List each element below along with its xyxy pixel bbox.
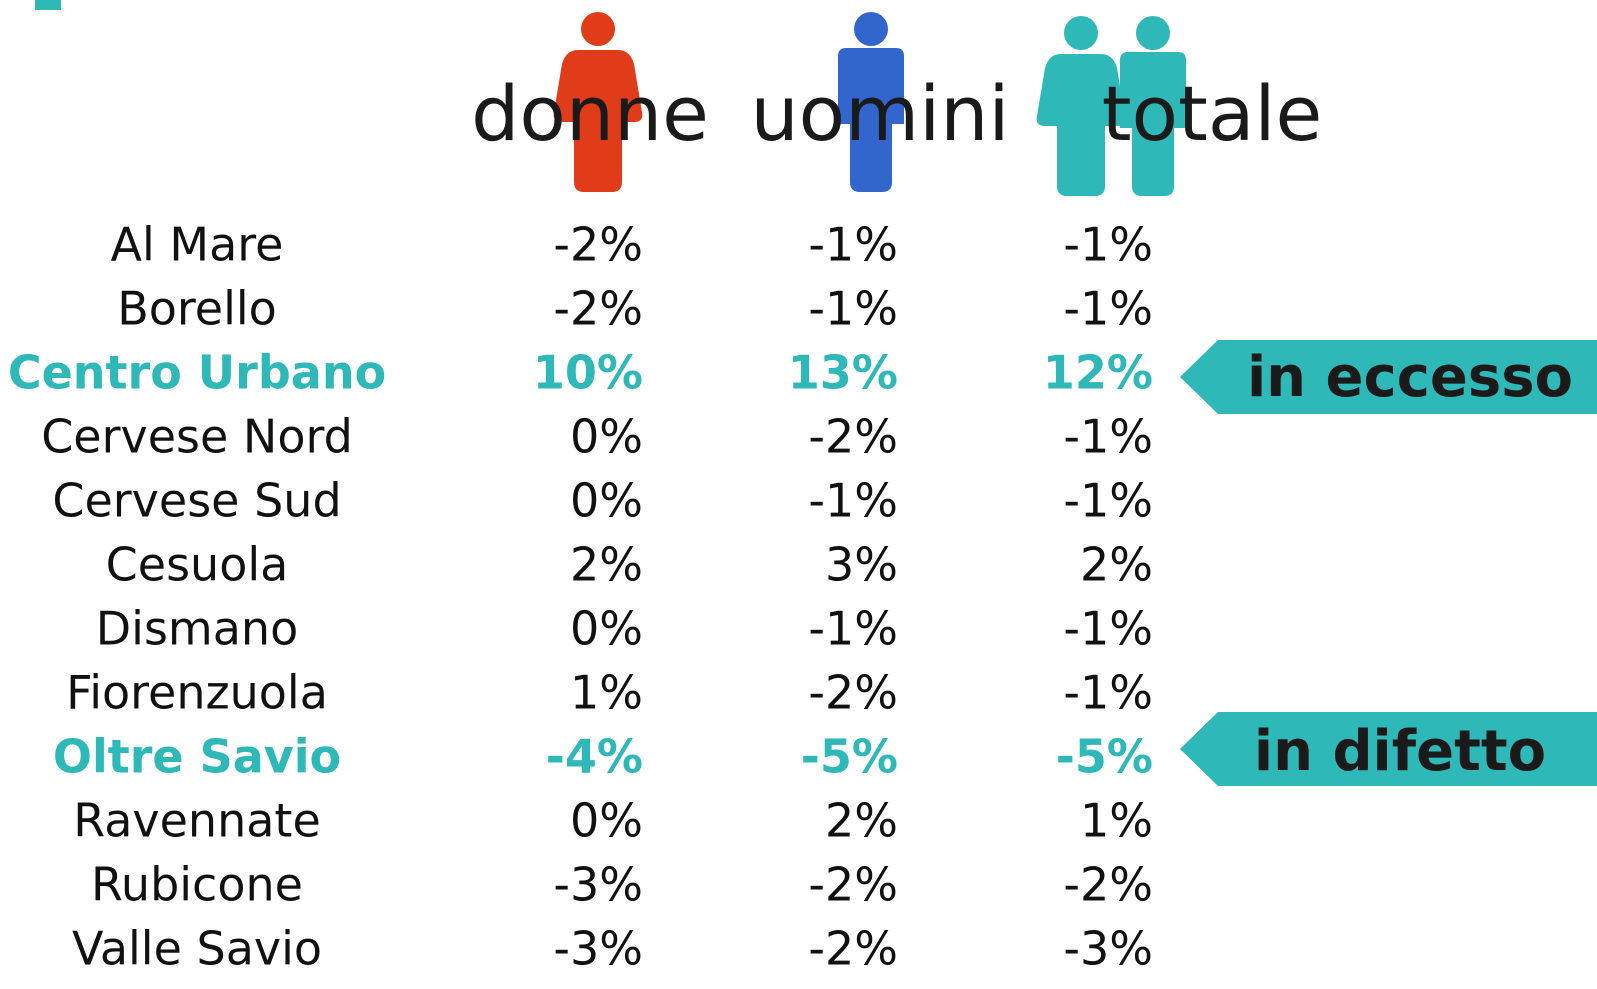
callout-banner <box>1180 340 1597 414</box>
row-value: 0% <box>570 794 643 848</box>
row-value: -1% <box>1063 666 1153 720</box>
row-value: 1% <box>570 666 643 720</box>
row-value: -5% <box>801 730 898 784</box>
row-value: -2% <box>808 922 898 976</box>
row-value: 2% <box>1080 538 1153 592</box>
row-value: 0% <box>570 410 643 464</box>
column-header: uomini <box>750 69 1009 158</box>
row-value: -1% <box>1063 410 1153 464</box>
row-name: Borello <box>117 282 277 336</box>
row-value: -1% <box>808 474 898 528</box>
row-name: Valle Savio <box>72 922 322 976</box>
callout-label: in difetto <box>1254 719 1546 784</box>
row-value: 12% <box>1043 346 1153 400</box>
column-header: donne <box>471 69 709 158</box>
row-name: Al Mare <box>111 218 284 272</box>
row-value: -4% <box>546 730 643 784</box>
column-header: totale <box>1102 69 1323 158</box>
man-icon <box>838 12 904 192</box>
row-value: 2% <box>570 538 643 592</box>
row-name: Centro Urbano <box>8 346 386 400</box>
row-value: -5% <box>1056 730 1153 784</box>
row-name: Cesuola <box>106 538 289 592</box>
callout-label: in eccesso <box>1247 345 1573 410</box>
couple-icon <box>1036 16 1186 196</box>
row-value: -1% <box>1063 474 1153 528</box>
row-value: -2% <box>1063 858 1153 912</box>
row-name: Fiorenzuola <box>66 666 328 720</box>
row-name: Cervese Sud <box>52 474 341 528</box>
row-value: -1% <box>1063 282 1153 336</box>
row-value: 13% <box>788 346 898 400</box>
row-name: Dismano <box>96 602 298 656</box>
row-value: -1% <box>808 218 898 272</box>
row-value: -1% <box>1063 602 1153 656</box>
row-name: Oltre Savio <box>53 730 341 784</box>
row-value: -3% <box>1063 922 1153 976</box>
row-value: -1% <box>1063 218 1153 272</box>
row-value: -2% <box>808 410 898 464</box>
corner-mark <box>35 0 61 10</box>
row-value: -1% <box>808 282 898 336</box>
row-value: -2% <box>553 218 643 272</box>
row-name: Ravennate <box>73 794 321 848</box>
row-value: -3% <box>553 922 643 976</box>
row-value: -3% <box>553 858 643 912</box>
row-value: 2% <box>825 794 898 848</box>
row-value: 10% <box>533 346 643 400</box>
row-value: 0% <box>570 474 643 528</box>
row-value: -1% <box>808 602 898 656</box>
row-value: 0% <box>570 602 643 656</box>
callout-banner <box>1180 712 1597 786</box>
woman-icon <box>553 12 643 192</box>
row-name: Rubicone <box>91 858 303 912</box>
row-value: -2% <box>808 666 898 720</box>
row-value: 3% <box>825 538 898 592</box>
row-value: 1% <box>1080 794 1153 848</box>
row-name: Cervese Nord <box>41 410 353 464</box>
row-value: -2% <box>553 282 643 336</box>
row-value: -2% <box>808 858 898 912</box>
